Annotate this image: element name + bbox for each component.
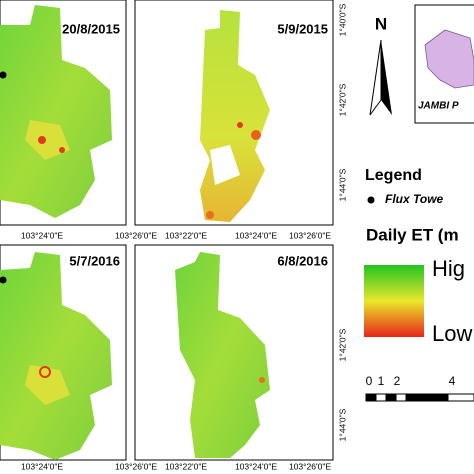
longitude-label: 103°26'0"E — [115, 461, 157, 471]
et-colorbar — [364, 265, 424, 337]
north-label: N — [375, 14, 387, 33]
latitude-label: 1°40'0"S — [337, 3, 347, 36]
legend-title: Legend — [365, 167, 422, 184]
scale-label: 2 — [394, 374, 401, 388]
longitude-label: 103°24'0"E — [21, 230, 63, 240]
scale-bar — [365, 393, 474, 402]
latitude-label: 1°44'0"S — [337, 168, 347, 201]
longitude-label: 103°24'0"E — [235, 461, 277, 471]
map-5-9-2015 — [200, 10, 270, 222]
panel-date: 5/7/2016 — [69, 253, 120, 268]
inset-map: JAMBI P — [414, 4, 474, 124]
scale-label: 0 — [366, 374, 373, 388]
map-20-8-2015 — [0, 5, 112, 218]
longitude-label: 103°22'0"E — [165, 230, 207, 240]
et-low: Low — [432, 321, 472, 346]
latitude-label: 1°44'0"S — [337, 408, 347, 441]
panel-date: 6/8/2016 — [277, 253, 328, 268]
longitude-label: 103°24'0"E — [21, 461, 63, 471]
map-6-8-2016 — [175, 252, 270, 458]
map-5-7-2016 — [0, 252, 112, 460]
inset-label: JAMBI P — [418, 101, 459, 112]
labels: 103°24'0"E 103°26'0"E 103°22'0"E 103°24'0"E… — [21, 3, 456, 471]
scale-label: 4 — [449, 374, 456, 388]
longitude-label: 103°22'0"E — [165, 461, 207, 471]
latitude-label: 1°42'0"S — [337, 328, 347, 361]
legend-flux-tower: Flux Towe — [385, 192, 444, 206]
et-high: Hig — [432, 256, 465, 281]
longitude-label: 103°26'0"E — [289, 230, 331, 240]
legend-marker — [367, 196, 375, 204]
scale-label: 1 — [378, 374, 385, 388]
panel-date: 5/9/2015 — [277, 21, 328, 36]
longitude-label: 103°24'0"E — [235, 230, 277, 240]
longitude-label: 103°26'0"E — [289, 461, 331, 471]
latitude-label: 1°42'0"S — [337, 83, 347, 116]
et-title: Daily ET (m — [366, 225, 459, 244]
north-arrow: N — [369, 14, 392, 116]
longitude-label: 103°26'0"E — [115, 230, 157, 240]
panel-date: 20/8/2015 — [62, 21, 120, 36]
panel-frames — [0, 0, 334, 461]
